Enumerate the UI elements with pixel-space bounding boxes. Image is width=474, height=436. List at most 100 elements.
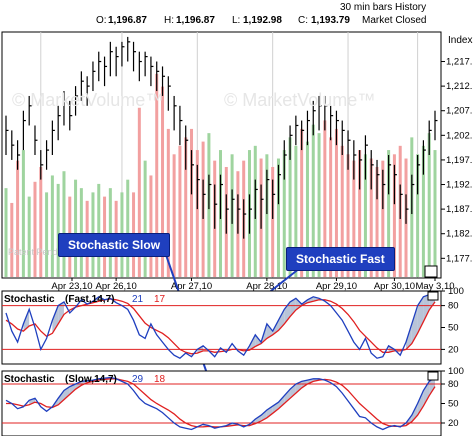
volume-bar-24: [143, 160, 147, 277]
volume-bar-58: [340, 145, 344, 277]
volume-bar-47: [276, 158, 280, 277]
volume-bar-25: [149, 175, 153, 277]
volume-bar-66: [387, 150, 391, 277]
header-close: 1,193.79: [311, 15, 350, 26]
stoch-fast-fill-43: [255, 334, 262, 347]
volume-bar-16: [97, 183, 101, 277]
stoch-fast-fill-50: [295, 298, 302, 310]
volume-bar-9: [56, 183, 60, 277]
watermark-left: © MarketVolume™: [12, 90, 164, 110]
volume-bar-33: [195, 150, 199, 277]
stoch-fast-d-period: 17: [154, 294, 166, 305]
price-ytick-label-7: 1,212.: [446, 81, 472, 92]
volume-bar-1: [10, 202, 14, 277]
volume-bar-10: [62, 171, 66, 277]
header-line1: 30 min bars History: [340, 2, 427, 13]
volume-bar-45: [265, 154, 269, 277]
volume-bar-4: [27, 196, 31, 277]
volume-bar-54: [317, 133, 321, 277]
stoch-fast-ytick-label-1: 50: [448, 323, 459, 334]
price-panel-toggle: [424, 265, 438, 278]
stoch-fast-k-line: [5, 293, 436, 359]
price-ytick-label-8: 1,217.: [446, 57, 472, 68]
volume-bar-23: [137, 107, 141, 277]
volume-bar-12: [74, 179, 78, 277]
price-ytick-label-1: 1,182.: [446, 229, 472, 240]
stoch-fast-params: (Fast,14,7): [65, 294, 114, 305]
volume-bar-5: [33, 181, 37, 277]
stoch-fast-fill-70: [411, 305, 418, 344]
volume-bar-8: [50, 175, 54, 277]
price-ytick-label-4: 1,197.: [446, 155, 472, 166]
header-low: 1,192.98: [243, 15, 282, 26]
stoch-slow-fill-9: [58, 390, 64, 405]
volume-bar-55: [323, 120, 327, 277]
stoch-slow-fill-70: [411, 403, 418, 422]
volume-bar-49: [288, 137, 292, 277]
volume-bar-21: [126, 179, 130, 277]
stoch-slow-fill-45: [266, 406, 273, 418]
volume-bar-63: [369, 158, 373, 277]
callout-stochastic-fast: Stochastic Fast: [286, 247, 395, 271]
stoch-fast-ytick-label-3: 100: [448, 286, 464, 297]
stoch-slow-fill-49: [290, 384, 296, 399]
volume-bar-27: [161, 86, 165, 277]
volume-bar-2: [16, 160, 20, 277]
header-open: 1,196.87: [108, 15, 147, 26]
volume-bar-29: [172, 154, 176, 277]
volume-bar-31: [184, 137, 188, 277]
volume-bar-73: [427, 133, 431, 277]
volume-bar-72: [421, 145, 425, 277]
stoch-slow-ytick-label-0: 20: [448, 418, 459, 429]
volume-bar-48: [282, 150, 286, 277]
volume-bar-71: [416, 154, 420, 277]
price-xtick-label-5: Apr 30,10: [374, 281, 415, 292]
callout-stochastic-slow: Stochastic Slow: [58, 233, 171, 257]
volume-bar-30: [178, 145, 182, 277]
header-close-label: C:: [298, 15, 308, 26]
stoch-fast-fill-8: [52, 305, 59, 334]
volume-bar-26: [155, 73, 159, 277]
header-high: 1,196.87: [176, 15, 215, 26]
header-status: Market Closed: [362, 15, 427, 26]
stoch-slow-ytick-label-2: 80: [448, 379, 459, 390]
price-ytick-label-0: 1,177.: [446, 253, 472, 264]
stoch-fast-frame: [1, 290, 442, 365]
stoch-slow-fill-73: [429, 377, 435, 396]
stoch-fast-fill-9: [58, 301, 64, 324]
stoch-slow-toggle: [427, 371, 439, 381]
watermark-right: © MarketVolume™: [224, 90, 376, 110]
stoch-slow-ytick-label-1: 50: [448, 399, 459, 410]
price-xtick-label-4: Apr 29,10: [316, 281, 357, 292]
price-ytick-label-5: 1,202.: [446, 130, 472, 141]
stoch-slow-fill-46: [272, 402, 279, 414]
volume-bar-74: [433, 150, 437, 277]
volume-bar-62: [363, 154, 367, 277]
volume-bar-67: [392, 154, 396, 277]
volume-bar-28: [166, 128, 170, 277]
volume-bar-57: [334, 128, 338, 277]
price-xtick-label-2: Apr 27,10: [171, 281, 212, 292]
stoch-fast-fill-72: [423, 294, 430, 322]
header-high-label: H:: [164, 15, 174, 26]
volume-bar-13: [79, 188, 83, 277]
volume-bar-52: [305, 141, 309, 277]
price-xtick-label-0: Apr 23,10: [51, 281, 92, 292]
volume-bar-60: [352, 160, 356, 277]
volume-bar-56: [329, 137, 333, 277]
stoch-slow-k-period: 29: [132, 374, 144, 385]
volume-bar-46: [271, 166, 275, 277]
volume-bar-7: [45, 192, 49, 277]
volume-bar-6: [39, 166, 43, 277]
price-ytick-label-3: 1,192.: [446, 180, 472, 191]
volume-bar-50: [294, 145, 298, 277]
stoch-slow-ytick-label-3: 100: [448, 366, 464, 377]
price-ytick-label-6: 1,207.: [446, 106, 472, 117]
stoch-slow-k-line: [5, 376, 436, 431]
volume-bar-65: [381, 160, 385, 277]
price-xtick-label-6: May 3,10: [415, 281, 454, 292]
volume-bar-18: [108, 188, 112, 277]
volume-bar-3: [21, 150, 25, 277]
volume-bar-53: [311, 124, 315, 277]
